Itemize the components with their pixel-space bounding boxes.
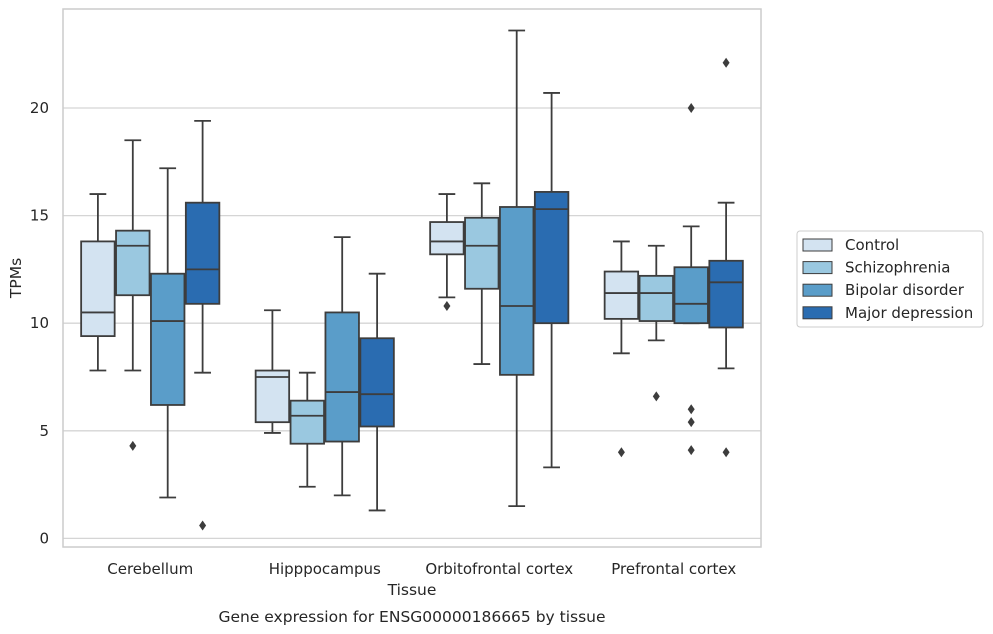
legend-swatch <box>802 306 833 320</box>
outlier-point <box>652 391 660 402</box>
outlier-point <box>722 447 730 458</box>
outlier-point <box>687 417 695 428</box>
y-axis-title: TPMs <box>7 258 25 299</box>
outlier-point <box>722 57 730 68</box>
x-tick-label: Orbitofrontal cortex <box>425 560 573 578</box>
iqr-box <box>324 311 360 443</box>
legend-label: Schizophrenia <box>845 259 950 277</box>
x-tick-label: Cerebellum <box>107 560 193 578</box>
iqr-box <box>603 270 640 320</box>
box-control <box>429 193 465 311</box>
y-tick-label: 10 <box>30 314 49 332</box>
outlier-point <box>687 102 695 113</box>
legend-swatch <box>802 261 833 275</box>
iqr-box <box>638 274 674 322</box>
box-control <box>254 309 291 434</box>
y-tick-label: 20 <box>30 99 49 117</box>
x-tick-label: Hipppocampus <box>269 560 381 578</box>
iqr-box <box>184 201 221 305</box>
box-control <box>603 240 640 458</box>
box-bipolar-disorder <box>150 167 186 499</box>
box-schizophrenia <box>638 244 674 402</box>
box-groups <box>80 29 744 531</box>
y-tick-label: 0 <box>39 529 49 547</box>
legend-label: Control <box>845 236 899 254</box>
outlier-point <box>443 300 451 311</box>
box-schizophrenia <box>115 139 151 451</box>
box-major-depression <box>533 92 570 469</box>
iqr-box <box>708 259 744 329</box>
plot-frame <box>62 8 762 548</box>
y-tick-label: 5 <box>39 422 49 440</box>
box-bipolar-disorder <box>324 236 360 497</box>
box-bipolar-disorder <box>673 102 709 456</box>
outlier-point <box>687 404 695 415</box>
iqr-box <box>80 240 116 338</box>
legend-label: Major depression <box>845 304 973 322</box>
outlier-point <box>687 445 695 456</box>
iqr-box <box>150 272 186 406</box>
box-control <box>80 193 116 372</box>
outlier-point <box>129 440 137 451</box>
y-tick-label: 15 <box>30 207 49 225</box>
iqr-box <box>673 266 709 325</box>
iqr-box <box>464 216 500 290</box>
legend-swatch <box>802 283 833 297</box>
box-bipolar-disorder <box>499 29 535 508</box>
iqr-box <box>359 337 395 428</box>
legend-swatch <box>802 238 833 252</box>
box-schizophrenia <box>289 371 325 488</box>
box-major-depression <box>184 120 221 531</box>
outlier-point <box>199 520 207 531</box>
legend: Control Schizophrenia Bipolar disorder Majo… <box>796 230 984 328</box>
outlier-point <box>617 447 625 458</box>
x-axis-title: Tissue <box>387 581 437 599</box>
iqr-box <box>533 191 570 325</box>
iqr-box <box>499 206 535 376</box>
iqr-box <box>429 221 465 256</box>
legend-frame <box>796 230 984 328</box>
box-major-depression <box>708 57 744 458</box>
box-major-depression <box>359 272 395 512</box>
y-tick-labels: 0 5 10 15 20 <box>30 99 49 547</box>
iqr-box <box>289 399 325 445</box>
x-tick-label: Prefrontal cortex <box>611 560 736 578</box>
x-tick-labels: Cerebellum Hipppocampus Orbitofrontal cort… <box>107 560 736 578</box>
box-schizophrenia <box>464 182 500 365</box>
chart-caption: Gene expression for ENSG00000186665 by t… <box>218 608 605 626</box>
iqr-box <box>115 229 151 297</box>
legend-label: Bipolar disorder <box>845 281 965 299</box>
iqr-box <box>254 369 291 424</box>
